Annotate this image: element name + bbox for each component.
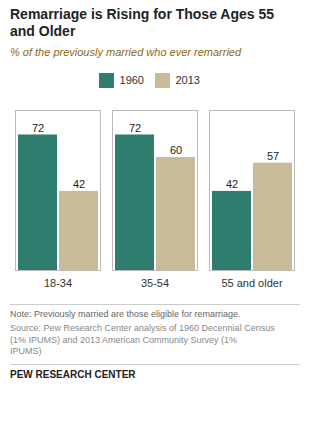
html-text:Note: Previously married are t: Note: Previously married are those eligi… [10,309,241,320]
svg-text:72: 72 [129,122,141,134]
html-text:% of the previously married wh: % of the previously married who ever rem… [10,45,242,58]
svg-text:60: 60 [170,144,182,156]
html-text:Source: Pew Research Center an: Source: Pew Research Center analysis of … [10,323,275,357]
svg-text:72: 72 [32,122,44,134]
html-text:PEW RESEARCH CENTER: PEW RESEARCH CENTER [10,369,136,381]
html-text:2013: 2013 [175,74,200,87]
svg-text:42: 42 [73,178,85,190]
html-text:Remarriage is Rising for Those: Remarriage is Rising for Those Ages 55 a… [10,6,274,39]
svg-text:57: 57 [267,150,279,162]
svg-text:35-54: 35-54 [141,277,169,289]
svg-text:18-34: 18-34 [44,277,72,289]
html-text:1960: 1960 [119,74,144,87]
svg-text:55 and older: 55 and older [221,277,282,289]
svg-text:42: 42 [226,178,238,190]
